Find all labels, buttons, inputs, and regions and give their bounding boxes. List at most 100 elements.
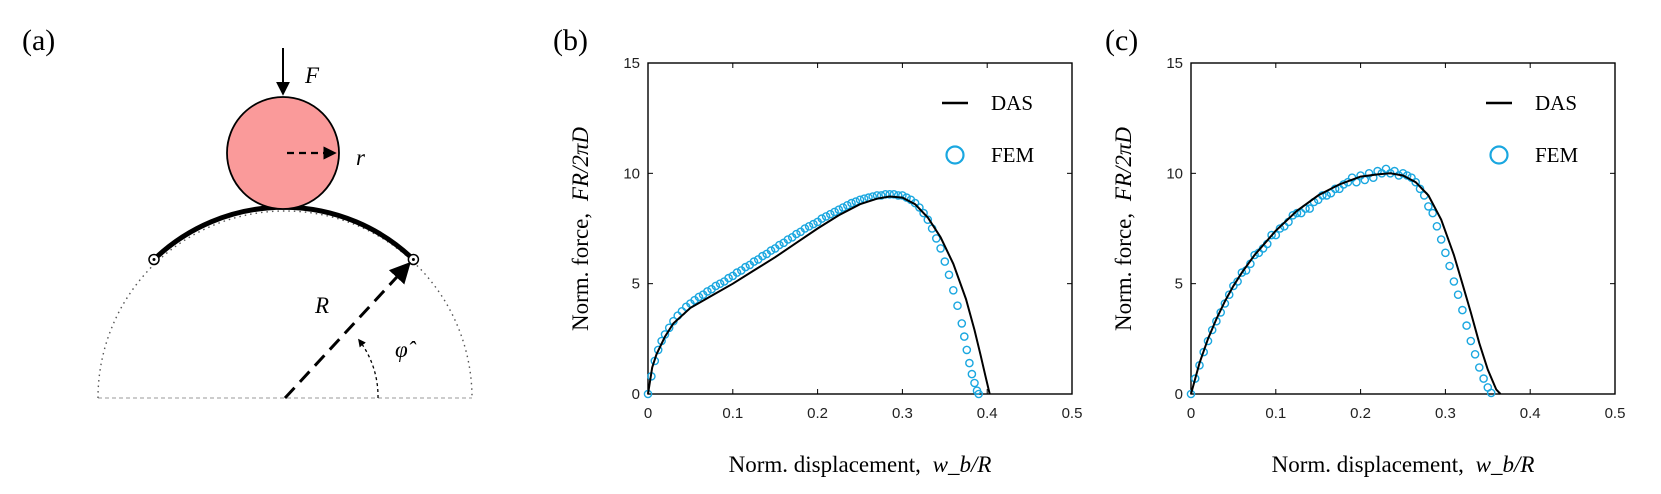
chart-c-series-fem-point (1275, 224, 1285, 233)
chart-b-xtick-label: 0.4 (977, 405, 998, 422)
chart-b-series-fem-point (898, 191, 907, 200)
chart-b-series-fem-point (944, 270, 954, 280)
chart-b-ylabel-math: FR/2πD (568, 127, 593, 203)
chart-b-series-fem-point (809, 219, 818, 229)
chart-c-legend-das: DAS (1535, 91, 1577, 115)
chart-b-series-fem-point (775, 240, 784, 250)
shell-left-pin-dot (152, 258, 156, 261)
chart-c-legend-fem-swatch (1489, 145, 1509, 165)
chart-b-series-fem-point (843, 200, 852, 210)
chart-c-xlabel-text: Norm. displacement, (1272, 452, 1464, 477)
shell-right-pin-dot (411, 258, 415, 261)
chart-b-series-fem-point (741, 262, 750, 272)
chart-b-series-fem-point (962, 345, 972, 355)
chart-c-legend: DAS FEM (1486, 91, 1579, 167)
chart-c-ytick-label: 5 (1175, 276, 1183, 293)
chart-b-series-fem-point (957, 319, 967, 328)
chart-c-series-fem-point (1398, 168, 1408, 178)
chart-c-ytick-label: 10 (1166, 165, 1183, 182)
chart-b-ticks: 0 0.1 0.2 0.3 0.4 0.5 0 5 10 15 (623, 55, 1082, 422)
small-radius-label: r (356, 145, 366, 170)
chart-c-series-fem-point (1428, 208, 1437, 218)
chart-b-xtick-label: 0.3 (892, 405, 913, 422)
chart-b-series (643, 189, 991, 399)
chart-c-xtick-label: 0 (1187, 405, 1195, 422)
big-radius-label: R (314, 293, 329, 318)
chart-c-series (1186, 164, 1502, 399)
chart-c-ytick-label: 15 (1166, 55, 1183, 72)
chart-c-series-fem-point (1224, 290, 1234, 300)
chart-b-xtick-label: 0.5 (1062, 405, 1083, 422)
chart-b-series-fem-point (834, 205, 844, 214)
chart-b-xlabel-math: w_b/R (933, 452, 992, 477)
svg-text:Norm. force, FR/2πD: Norm. force, FR/2πD (1111, 127, 1136, 331)
chart-b-series-fem-point (653, 345, 663, 355)
chart-c-series-fem-point (1411, 177, 1420, 187)
chart-b-series-fem-point (711, 281, 721, 291)
angle-label: φ̂ (395, 337, 417, 362)
chart-c-series-fem-point (1466, 336, 1476, 346)
chart-b-legend-das: DAS (991, 91, 1033, 115)
chart-b-ytick-label: 15 (623, 55, 640, 72)
chart-c-series-fem-point (1237, 268, 1247, 277)
chart-b-ytick-label: 0 (632, 386, 640, 403)
chart-c-series-fem-point (1432, 221, 1442, 231)
chart-c-series-fem-point (1453, 290, 1463, 300)
chart-c-series-fem-point (1436, 235, 1446, 244)
chart-c-series-fem-point (1305, 204, 1314, 213)
chart-b-ytick-label: 10 (623, 165, 640, 182)
chart-b-series-fem-point (932, 234, 941, 243)
panel-a-diagram: (a) F r R φ̂ (22, 24, 473, 400)
chart-b-ylabel: Norm. force, FR/2πD (568, 127, 593, 331)
chart-b-panel-label: (b) (553, 24, 588, 57)
chart-b-series-fem-point (893, 191, 903, 200)
chart-b-series-fem-point (885, 189, 895, 199)
chart-b-xtick-label: 0 (644, 405, 652, 422)
chart-c-series-fem-point (1475, 363, 1484, 372)
chart-c-series-fem-point (1288, 210, 1298, 220)
chart-c-series-fem-point (1296, 208, 1306, 218)
chart-c-series-fem-point (1445, 261, 1454, 271)
chart-b-series-fem-point (949, 285, 958, 295)
chart-b-series-fem-point (919, 208, 928, 218)
chart-c-legend-fem: FEM (1535, 143, 1579, 167)
chart-c-panel-label: (c) (1105, 24, 1138, 57)
chart-c-xlabel-math: w_b/R (1476, 452, 1535, 477)
chart-c-xtick-label: 0.3 (1435, 405, 1456, 422)
chart-b-ylabel-text: Norm. force, (568, 213, 593, 331)
chart-c-ytick-label: 0 (1175, 386, 1183, 403)
chart-b-series-fem-point (851, 197, 861, 206)
chart-c: (c) 0 0.1 0.2 0.3 0.4 0.5 0 5 10 15 Norm. force, … (1105, 24, 1625, 477)
chart-c-series-fem-point (1424, 202, 1433, 211)
chart-c-series-das-line (1190, 172, 1502, 395)
chart-b-series-fem-point (847, 198, 856, 208)
chart-b-series-fem-point (830, 207, 839, 217)
chart-b-series-fem-point (826, 209, 835, 219)
chart-c-xtick-label: 0.5 (1605, 405, 1626, 422)
chart-b: (b) 0 0.1 0.2 0.3 0.4 0.5 0 5 10 15 Norm. force, … (553, 24, 1082, 477)
chart-c-series-fem-point (1360, 175, 1370, 185)
chart-b-series-fem-point (703, 287, 712, 296)
chart-b-series-das-line (647, 195, 991, 395)
chart-c-series-fem-point (1458, 305, 1467, 315)
chart-c-series-fem-point (1381, 164, 1391, 174)
reference-circle-arc (97, 210, 473, 399)
svg-text:Norm. force, FR/2πD: Norm. force, FR/2πD (568, 127, 593, 331)
chart-b-series-fem-point (749, 257, 759, 266)
chart-b-series-fem-point (694, 292, 704, 302)
chart-c-series-fem-point (1267, 230, 1276, 240)
indenter-sphere (226, 96, 340, 210)
chart-c-xtick-label: 0.1 (1265, 405, 1286, 422)
chart-b-xtick-label: 0.1 (722, 405, 743, 422)
chart-b-legend: DAS FEM (942, 91, 1035, 167)
chart-c-ylabel-math: FR/2πD (1111, 127, 1136, 203)
chart-c-series-fem-point (1486, 388, 1496, 398)
angle-arc (358, 338, 379, 399)
chart-b-plot-frame (647, 62, 1073, 395)
chart-b-series-fem-point (766, 246, 776, 255)
chart-b-series-fem-point (936, 244, 945, 253)
chart-c-series-fem-point (1441, 248, 1450, 258)
chart-b-series-fem-point (876, 191, 886, 200)
shell-arc (152, 204, 416, 262)
chart-b-series-fem-point (970, 378, 979, 388)
